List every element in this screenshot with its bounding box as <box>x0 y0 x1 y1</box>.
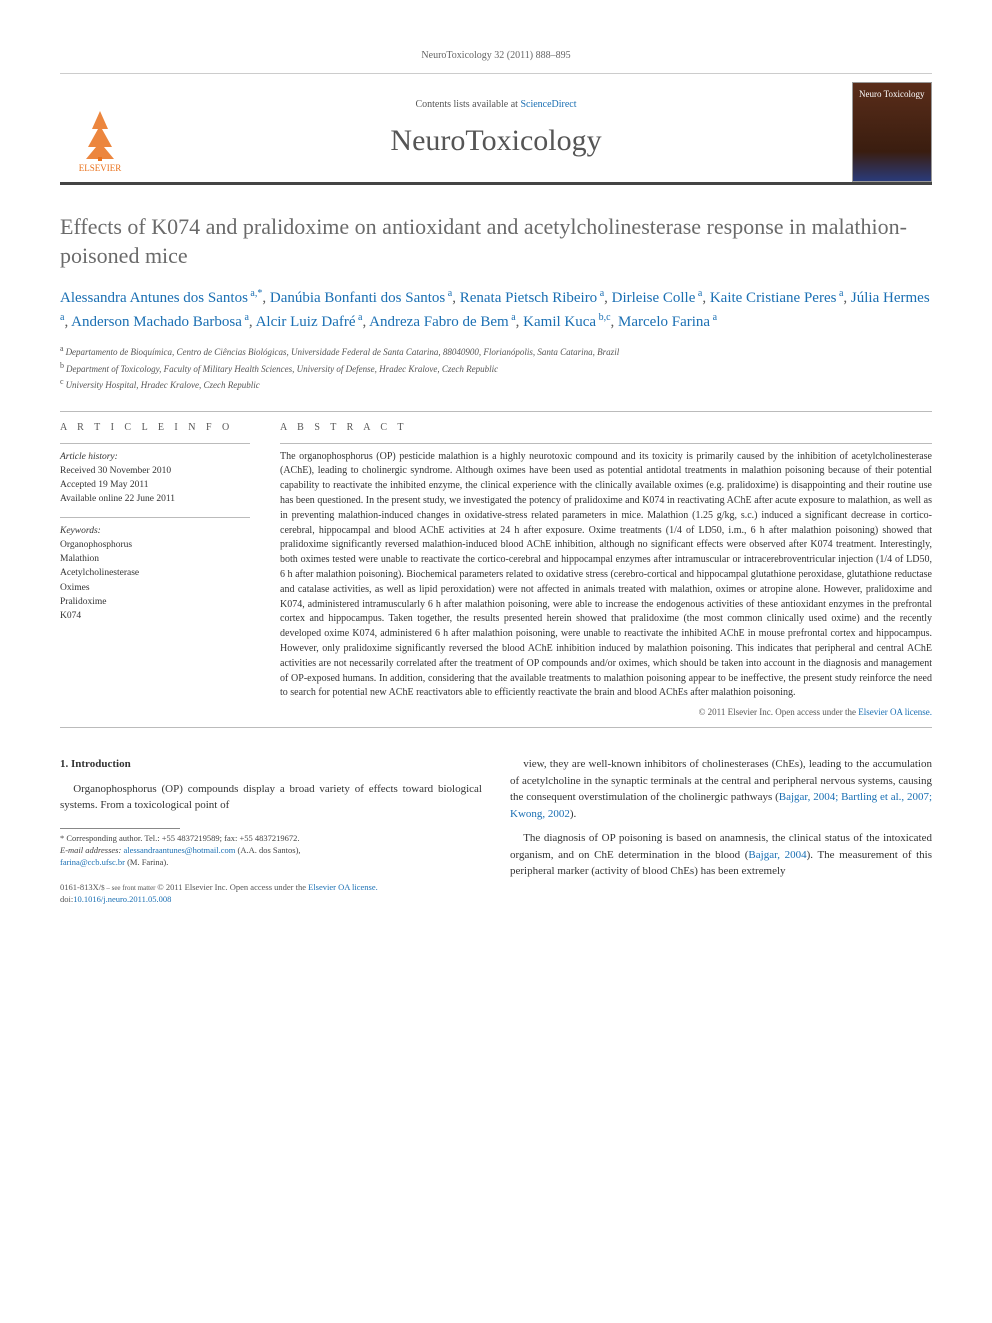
author-affil-sup: a <box>60 312 64 323</box>
author-affil-sup: a <box>695 288 702 299</box>
keyword: Oximes <box>60 581 250 595</box>
contents-prefix: Contents lists available at <box>415 99 520 110</box>
email-name: (A.A. dos Santos), <box>235 845 300 855</box>
author-affil-sup: a <box>445 288 452 299</box>
keyword: Malathion <box>60 552 250 566</box>
author-link[interactable]: Anderson Machado Barbosa <box>71 314 242 330</box>
footer-oa: Open access under the <box>230 882 308 892</box>
author-affil-sup: a <box>356 312 363 323</box>
author-affil-sup: b,c <box>596 312 610 323</box>
journal-cover-thumbnail[interactable]: Neuro Toxicology <box>852 82 932 182</box>
abstract-column: A B S T R A C T The organophosphorus (OP… <box>280 422 932 718</box>
body-paragraph: view, they are well-known inhibitors of … <box>510 756 932 822</box>
elsevier-label: ELSEVIER <box>79 163 122 173</box>
author-affil-sup: a <box>509 312 516 323</box>
author-link[interactable]: Júlia Hermes <box>851 290 930 306</box>
affiliation-line: a Departamento de Bioquímica, Centro de … <box>60 343 932 360</box>
author-link[interactable]: Alcir Luiz Dafré <box>256 314 356 330</box>
journal-reference: NeuroToxicology 32 (2011) 888–895 <box>60 50 932 61</box>
received-date: Received 30 November 2010 <box>60 464 250 478</box>
divider <box>60 411 932 412</box>
body-column-left: 1. Introduction Organophosphorus (OP) co… <box>60 756 482 906</box>
keyword: Organophosphorus <box>60 538 250 552</box>
online-date: Available online 22 June 2011 <box>60 492 250 506</box>
cover-text: Neuro Toxicology <box>859 89 924 99</box>
article-info-sidebar: A R T I C L E I N F O Article history: R… <box>60 422 250 718</box>
article-title: Effects of K074 and pralidoxime on antio… <box>60 213 932 270</box>
body-text: 1. Introduction Organophosphorus (OP) co… <box>60 756 932 906</box>
elsevier-logo[interactable]: ELSEVIER <box>60 87 140 177</box>
issn: 0161-813X/ <box>60 882 101 892</box>
affiliations: a Departamento de Bioquímica, Centro de … <box>60 343 932 393</box>
publication-footer: 0161-813X/$ – see front matter © 2011 El… <box>60 882 482 906</box>
affil-sup: c <box>60 377 66 386</box>
doi-label: doi: <box>60 894 73 904</box>
keyword: K074 <box>60 609 250 623</box>
affiliation-line: c University Hospital, Hradec Kralove, C… <box>60 376 932 393</box>
abstract-header: A B S T R A C T <box>280 422 932 433</box>
email-link[interactable]: alessandraantunes@hotmail.com <box>123 845 235 855</box>
email-name: (M. Farina). <box>125 857 168 867</box>
doi-link[interactable]: 10.1016/j.neuro.2011.05.008 <box>73 894 171 904</box>
body-column-right: view, they are well-known inhibitors of … <box>510 756 932 906</box>
author-link[interactable]: Kamil Kuca <box>523 314 596 330</box>
author-affil-sup: a <box>710 312 717 323</box>
email-label: E-mail addresses: <box>60 845 121 855</box>
authors-list: Alessandra Antunes dos Santos a,*, Danúb… <box>60 286 932 333</box>
author-link[interactable]: Andreza Fabro de Bem <box>369 314 509 330</box>
accepted-date: Accepted 19 May 2011 <box>60 478 250 492</box>
history-label: Article history: <box>60 450 250 464</box>
author-link[interactable]: Kaite Cristiane Peres <box>710 290 837 306</box>
footer-copyright: © 2011 Elsevier Inc. <box>157 882 227 892</box>
author-link[interactable]: Dirleise Colle <box>612 290 696 306</box>
email-link[interactable]: farina@ccb.ufsc.br <box>60 857 125 867</box>
author-link[interactable]: Renata Pietsch Ribeiro <box>460 290 597 306</box>
article-history: Article history: Received 30 November 20… <box>60 443 250 507</box>
keywords-label: Keywords: <box>60 524 250 538</box>
author-affil-sup: a <box>242 312 249 323</box>
abstract-copyright: © 2011 Elsevier Inc. <box>699 707 773 717</box>
citation-link[interactable]: Bajgar, 2004 <box>748 849 806 861</box>
abstract-text: The organophosphorus (OP) pesticide mala… <box>280 443 932 702</box>
article-info-header: A R T I C L E I N F O <box>60 422 250 433</box>
author-affil-sup: a <box>597 288 604 299</box>
journal-title: NeuroToxicology <box>154 124 838 158</box>
body-paragraph: Organophosphorus (OP) compounds display … <box>60 781 482 814</box>
author-affil-sup: a,* <box>248 288 262 299</box>
corresponding-author: * Corresponding author. Tel.: +55 483721… <box>60 833 482 845</box>
footnote-rule <box>60 828 180 829</box>
keywords-block: Keywords: OrganophosphorusMalathionAcety… <box>60 517 250 624</box>
license-link[interactable]: Elsevier OA license. <box>858 707 932 717</box>
sciencedirect-link[interactable]: ScienceDirect <box>520 99 576 110</box>
footer-license-link[interactable]: Elsevier OA license. <box>308 882 378 892</box>
contents-line: Contents lists available at ScienceDirec… <box>154 99 838 110</box>
body-paragraph: The diagnosis of OP poisoning is based o… <box>510 830 932 880</box>
para-text: ). <box>570 808 576 820</box>
keyword: Pralidoxime <box>60 595 250 609</box>
keyword: Acetylcholinesterase <box>60 566 250 580</box>
affil-sup: a <box>60 344 66 353</box>
section-heading: 1. Introduction <box>60 756 482 773</box>
affil-sup: b <box>60 361 66 370</box>
open-access-text: Open access under the <box>775 707 858 717</box>
masthead: ELSEVIER Contents lists available at Sci… <box>60 73 932 185</box>
author-affil-sup: a <box>836 288 843 299</box>
affiliation-line: b Department of Toxicology, Faculty of M… <box>60 360 932 377</box>
author-link[interactable]: Alessandra Antunes dos Santos <box>60 290 248 306</box>
author-link[interactable]: Marcelo Farina <box>618 314 710 330</box>
elsevier-tree-icon <box>72 107 128 163</box>
divider <box>60 727 932 728</box>
footnotes: * Corresponding author. Tel.: +55 483721… <box>60 833 482 869</box>
author-link[interactable]: Danúbia Bonfanti dos Santos <box>270 290 445 306</box>
